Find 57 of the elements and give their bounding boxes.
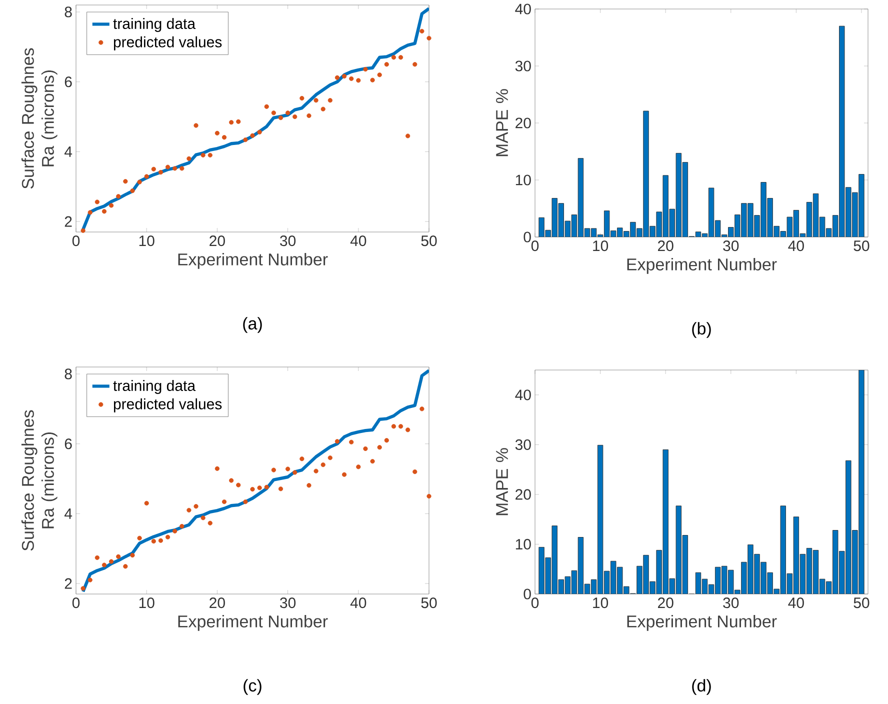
- x-tick-label: 20: [658, 598, 674, 608]
- x-tick-label: 10: [593, 598, 608, 608]
- x-tick-label: 40: [350, 236, 366, 246]
- text: (a): [243, 317, 262, 333]
- y-tick-label: 20: [516, 118, 531, 128]
- y-tick-label: 10: [516, 174, 531, 186]
- x-tick-label: 0: [72, 598, 80, 608]
- x-tick-label: 20: [658, 240, 674, 252]
- x-tick-label: 0: [72, 236, 80, 246]
- x-tick-label: 30: [723, 598, 739, 608]
- x-tick-label: 10: [593, 240, 608, 252]
- x-tick-label: 0: [531, 598, 539, 608]
- x-tick-label: 30: [280, 598, 296, 608]
- x-axis-title: Experiment Number: [627, 614, 777, 631]
- x-axis-title: Experiment Number: [178, 252, 328, 269]
- y-tick-label: 6: [64, 76, 72, 88]
- x-tick-label: 40: [788, 598, 804, 608]
- text: (b): [692, 322, 711, 338]
- x-tick-label: 20: [210, 236, 225, 246]
- y-tick-label: 10: [516, 538, 531, 550]
- y-tick-label: 30: [515, 60, 531, 72]
- x-axis-title: Experiment Number: [627, 258, 777, 274]
- legend-label: training data: [113, 18, 196, 32]
- y-tick-label: 4: [64, 508, 72, 519]
- legend-label: training data: [113, 380, 196, 394]
- y-tick-label: 6: [64, 438, 72, 450]
- x-tick-label: 50: [854, 598, 870, 608]
- y-tick-label: 0: [524, 588, 531, 600]
- y-tick-label: 4: [64, 146, 72, 157]
- x-tick-label: 30: [280, 236, 296, 246]
- y-tick-label: 30: [515, 439, 531, 450]
- y-axis-title: Surface Roughnes Ra (microns): [21, 410, 58, 551]
- y-tick-label: 40: [515, 390, 531, 400]
- x-tick-label: 50: [421, 598, 437, 608]
- x-tick-label: 50: [421, 236, 437, 246]
- text: (d): [692, 679, 711, 695]
- y-tick-label: 20: [516, 489, 531, 500]
- x-tick-label: 50: [854, 240, 870, 252]
- x-tick-label: 30: [723, 240, 739, 252]
- legend-label: predicted values: [114, 398, 222, 412]
- y-tick-label: 40: [515, 4, 531, 14]
- x-tick-label: 40: [788, 240, 804, 252]
- y-tick-label: 2: [64, 578, 72, 589]
- legend-label: predicted values: [114, 36, 222, 50]
- y-axis-title: MAPE %: [496, 89, 508, 156]
- y-axis-title: Surface Roughnes Ra (microns): [21, 48, 58, 189]
- x-tick-label: 40: [350, 598, 366, 608]
- y-tick-label: 8: [64, 6, 72, 18]
- x-tick-label: 10: [139, 598, 154, 608]
- text: (c): [244, 679, 262, 695]
- x-tick-label: 0: [531, 240, 539, 252]
- y-tick-label: 2: [64, 216, 72, 227]
- y-tick-label: 8: [64, 368, 72, 380]
- x-tick-label: 20: [210, 598, 225, 608]
- x-tick-label: 10: [139, 236, 154, 246]
- x-axis-title: Experiment Number: [178, 614, 328, 631]
- y-axis-title: MAPE %: [496, 448, 508, 516]
